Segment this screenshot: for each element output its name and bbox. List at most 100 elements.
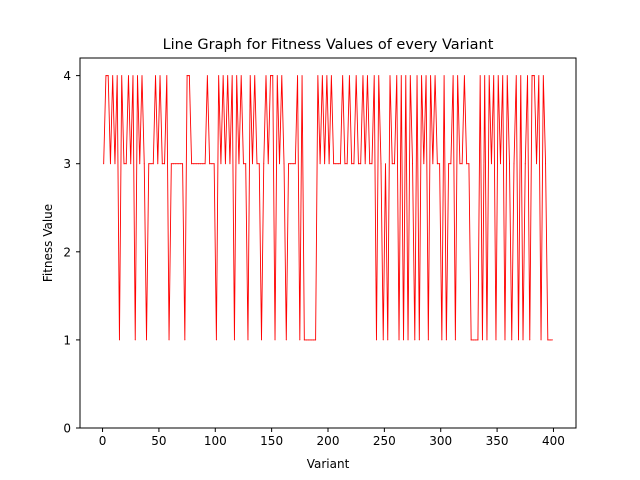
data-point — [533, 75, 535, 77]
data-point — [488, 75, 490, 77]
data-point — [353, 163, 355, 165]
data-point — [432, 163, 434, 165]
data-point — [227, 75, 229, 77]
data-point — [493, 75, 495, 77]
data-point — [288, 163, 290, 165]
data-point — [536, 163, 538, 165]
data-point — [441, 339, 443, 341]
data-point — [249, 75, 251, 77]
data-point — [161, 163, 163, 165]
data-point — [520, 75, 522, 77]
data-point — [346, 163, 348, 165]
data-point — [497, 75, 499, 77]
y-tick-label: 1 — [63, 333, 71, 347]
data-point — [538, 75, 540, 77]
data-point — [155, 75, 157, 77]
data-point — [107, 75, 109, 77]
data-point — [490, 163, 492, 165]
data-point — [454, 339, 456, 341]
x-tick-label: 400 — [542, 434, 565, 448]
data-point — [540, 339, 542, 341]
data-point — [513, 163, 515, 165]
data-point — [114, 163, 116, 165]
data-point — [506, 75, 508, 77]
data-point — [200, 163, 202, 165]
data-point — [283, 163, 285, 165]
data-point — [366, 75, 368, 77]
x-tick-label: 350 — [486, 434, 509, 448]
y-axis-label: Fitness Value — [41, 204, 55, 282]
data-point — [238, 163, 240, 165]
data-point — [123, 163, 125, 165]
data-point — [502, 75, 504, 77]
data-point — [409, 75, 411, 77]
data-point — [247, 339, 249, 341]
data-point — [414, 339, 416, 341]
data-point — [527, 75, 529, 77]
y-tick-label: 3 — [63, 157, 71, 171]
data-point — [355, 75, 357, 77]
x-tick-label: 250 — [373, 434, 396, 448]
x-axis-label: Variant — [307, 457, 350, 471]
data-point — [218, 75, 220, 77]
data-point — [445, 339, 447, 341]
x-tick-label: 150 — [260, 434, 283, 448]
data-point — [315, 339, 317, 341]
data-point — [290, 163, 292, 165]
data-point — [127, 75, 129, 77]
data-point — [317, 75, 319, 77]
data-point — [297, 75, 299, 77]
data-point — [425, 75, 427, 77]
data-point — [382, 339, 384, 341]
data-point — [396, 75, 398, 77]
data-point — [551, 339, 553, 341]
data-point — [148, 163, 150, 165]
y-tick-label: 2 — [63, 245, 71, 259]
data-point — [326, 75, 328, 77]
data-point — [206, 75, 208, 77]
data-point — [333, 163, 335, 165]
data-point — [418, 339, 420, 341]
data-point — [310, 339, 312, 341]
data-point — [337, 163, 339, 165]
data-point — [459, 163, 461, 165]
data-point — [508, 163, 510, 165]
data-point — [452, 75, 454, 77]
data-point — [175, 163, 177, 165]
data-point — [170, 163, 172, 165]
data-point — [177, 163, 179, 165]
data-point — [159, 75, 161, 77]
data-point — [495, 339, 497, 341]
data-point — [141, 75, 143, 77]
data-point — [240, 75, 242, 77]
data-point — [522, 339, 524, 341]
data-point — [531, 75, 533, 77]
data-point — [472, 339, 474, 341]
data-point — [405, 75, 407, 77]
data-point — [373, 75, 375, 77]
data-point — [274, 339, 276, 341]
data-point — [276, 75, 278, 77]
data-point — [211, 163, 213, 165]
data-point — [468, 163, 470, 165]
data-point — [213, 163, 215, 165]
data-point — [434, 75, 436, 77]
data-point — [294, 163, 296, 165]
data-point — [143, 163, 145, 165]
data-point — [529, 339, 531, 341]
data-point — [542, 75, 544, 77]
data-point — [204, 163, 206, 165]
x-tick-label: 300 — [429, 434, 452, 448]
data-point — [477, 339, 479, 341]
data-point — [236, 75, 238, 77]
data-point — [407, 339, 409, 341]
data-point — [339, 163, 341, 165]
data-point — [457, 75, 459, 77]
data-point — [116, 75, 118, 77]
data-point — [251, 163, 253, 165]
data-point — [412, 163, 414, 165]
data-point — [328, 163, 330, 165]
data-point — [380, 163, 382, 165]
y-tick-label: 4 — [63, 69, 71, 83]
